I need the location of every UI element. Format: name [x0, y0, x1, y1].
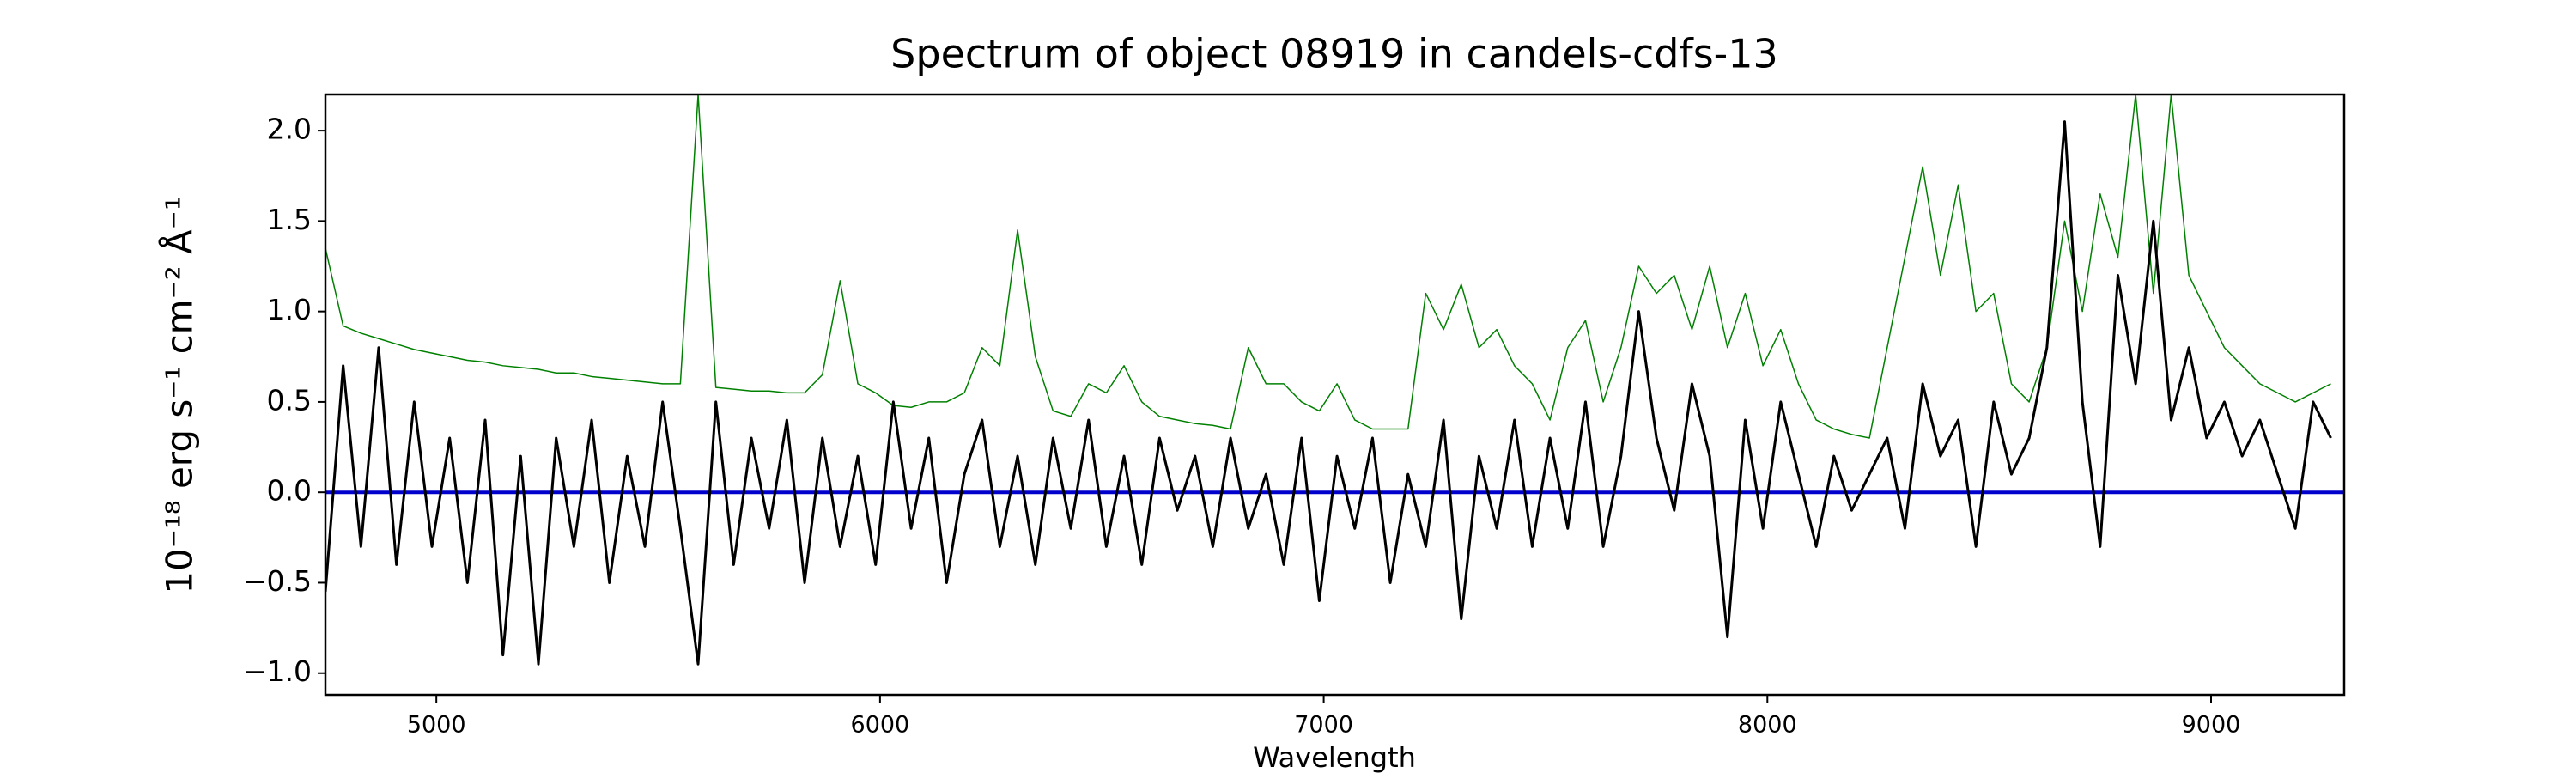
x-tick-label: 8000 [1738, 712, 1797, 739]
y-axis-label: 10⁻¹⁸ erg s⁻¹ cm⁻² Å⁻¹ [158, 196, 201, 593]
y-tick-label: 0.5 [267, 383, 312, 417]
spectrum-line [325, 120, 2332, 666]
spectrum-line [325, 94, 2331, 439]
y-tick-label: 2.0 [267, 113, 312, 146]
plot-frame [324, 93, 2346, 697]
chart-title: Spectrum of object 08919 in candels-cdfs… [890, 31, 1778, 77]
x-axis-label: Wavelength [1253, 741, 1416, 773]
y-tick-label: −1.0 [243, 654, 312, 688]
x-tick-label: 9000 [2182, 712, 2241, 739]
y-tick-label: 1.0 [267, 293, 312, 326]
x-tick-label: 5000 [407, 712, 466, 739]
y-tick-label: −0.5 [243, 564, 312, 598]
plot-area [325, 94, 2344, 666]
y-tick-label: 0.0 [267, 474, 312, 508]
y-tick-label: 1.5 [267, 203, 312, 236]
x-tick-label: 6000 [851, 712, 910, 739]
x-tick-label: 7000 [1294, 712, 1353, 739]
